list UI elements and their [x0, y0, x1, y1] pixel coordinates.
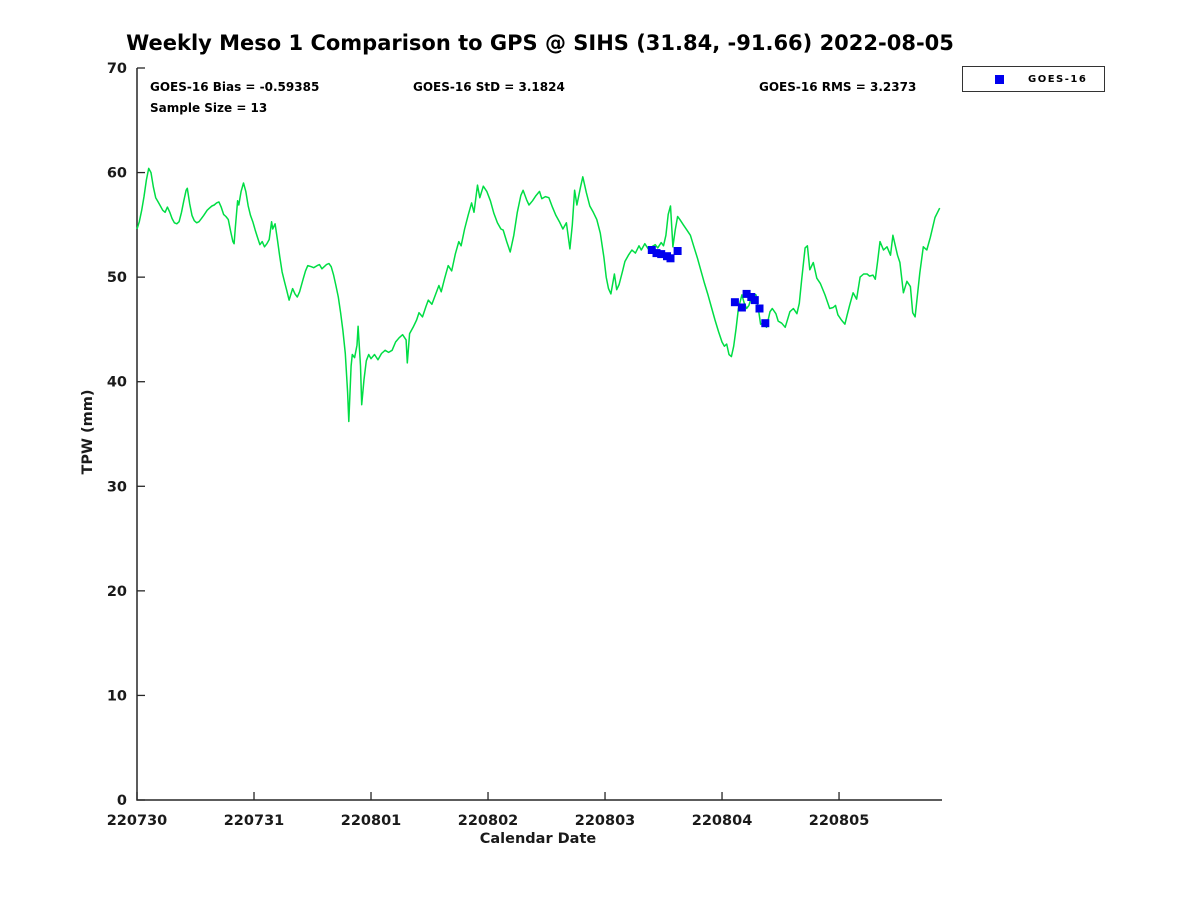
y-tick-label: 50	[107, 270, 127, 286]
stat-bias: GOES-16 Bias = -0.59385	[150, 80, 320, 94]
stat-rms: GOES-16 RMS = 3.2373	[759, 80, 917, 94]
y-tick-label: 20	[107, 584, 127, 600]
x-tick-label: 220803	[575, 813, 636, 829]
goes16-marker	[755, 304, 764, 313]
goes16-marker	[737, 303, 746, 312]
y-tick-label: 70	[107, 61, 127, 77]
goes16-marker	[742, 289, 751, 298]
stat-sample-size: Sample Size = 13	[150, 101, 268, 115]
y-tick-label: 30	[107, 479, 127, 495]
axis-spines	[136, 68, 942, 801]
goes16-marker	[761, 319, 770, 328]
x-tick-label: 220731	[224, 813, 285, 829]
y-axis-label: TPW (mm)	[80, 389, 96, 475]
y-tick-label: 40	[107, 375, 127, 391]
x-tick-label: 220804	[692, 813, 753, 829]
goes16-marker	[647, 246, 656, 254]
goes16-legend-marker-icon	[995, 74, 1004, 84]
y-tick-label: 60	[107, 166, 127, 182]
y-tick-label: 10	[107, 688, 127, 704]
chart-title: Weekly Meso 1 Comparison to GPS @ SIHS (…	[126, 31, 954, 55]
gps-line	[136, 167, 941, 423]
stat-std: GOES-16 StD = 3.1824	[413, 80, 565, 94]
y-tick-label: 0	[117, 793, 127, 809]
x-tick-label: 220805	[809, 813, 870, 829]
x-tick-label: 220801	[341, 813, 402, 829]
x-axis-label: Calendar Date	[479, 831, 597, 847]
goes16-legend-label: GOES-16	[1028, 73, 1088, 85]
goes16-marker	[666, 254, 675, 263]
legend-box: GOES-16	[962, 66, 1105, 92]
goes16-marker	[652, 249, 661, 258]
x-tick-label: 220802	[458, 813, 519, 829]
x-tick-label: 220730	[107, 813, 168, 829]
goes16-marker	[657, 250, 666, 259]
goes16-marker	[730, 298, 739, 307]
goes16-marker	[750, 296, 759, 305]
goes16-marker	[673, 247, 682, 255]
